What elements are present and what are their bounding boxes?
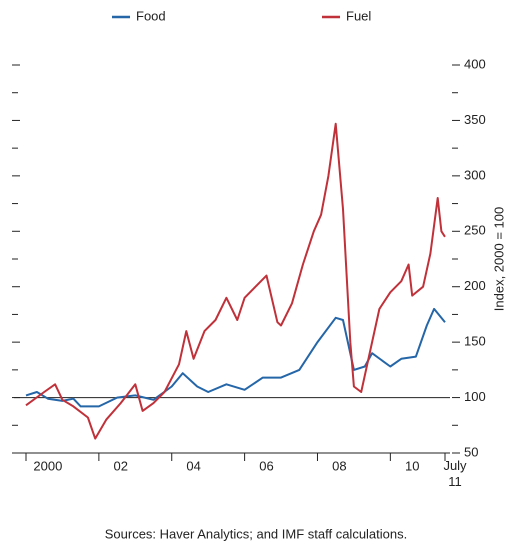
x-tick-label: 08 [332, 458, 346, 473]
y-tick-label: 100 [464, 389, 486, 404]
x-tick-label: 02 [113, 458, 127, 473]
source-note: Sources: Haver Analytics; and IMF staff … [105, 526, 408, 541]
y-tick-label: 300 [464, 167, 486, 182]
x-tick-label: 06 [259, 458, 273, 473]
x-tick-label: 04 [186, 458, 200, 473]
y-axis-label: Index, 2000 = 100 [491, 207, 506, 311]
x-tick-label: 2000 [33, 458, 62, 473]
y-tick-label: 150 [464, 334, 486, 349]
legend-label: Fuel [346, 8, 371, 23]
legend-label: Food [136, 8, 166, 23]
y-tick-label: 250 [464, 223, 486, 238]
x-tick-label: July 11 [443, 458, 467, 489]
y-tick-label: 200 [464, 278, 486, 293]
data-line [25, 122, 446, 440]
y-tick-label: 400 [464, 56, 486, 71]
y-tick-label: 50 [464, 444, 478, 459]
data-line [25, 307, 446, 408]
y-tick-label: 350 [464, 112, 486, 127]
x-tick-label: 10 [405, 458, 419, 473]
